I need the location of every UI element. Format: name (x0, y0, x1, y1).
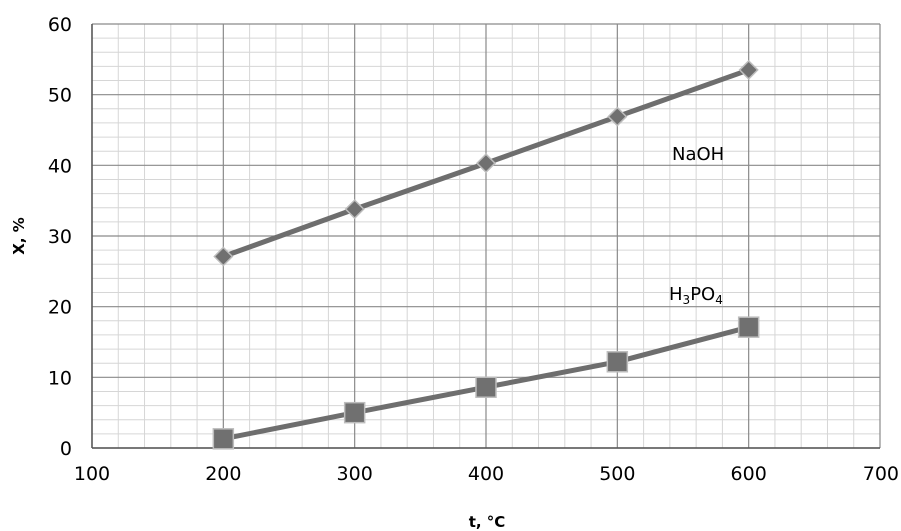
x-tick-label: 700 (863, 463, 899, 485)
data-point-diamond (475, 153, 497, 174)
y-tick-label: 0 (60, 438, 72, 460)
y-tick-label: 60 (48, 14, 72, 36)
y-axis-title: X, % (10, 217, 28, 255)
data-point-square (737, 316, 760, 338)
y-tick-label: 50 (48, 85, 72, 107)
data-point-diamond (738, 59, 759, 80)
series-label-naoh: NaOH (672, 144, 724, 165)
x-tick-label: 400 (468, 463, 504, 485)
x-axis-tick-labels: 100 200 300 400 500 600 700 (74, 463, 899, 485)
data-point-diamond (213, 246, 234, 267)
x-tick-label: 200 (205, 463, 241, 485)
series-label-h3po4-sub1: 3 (683, 293, 691, 307)
data-point-square (343, 401, 366, 424)
y-tick-label: 40 (48, 155, 72, 177)
x-tick-label: 100 (74, 463, 110, 485)
y-axis-tick-labels: 0 10 20 30 40 50 60 (48, 14, 72, 460)
x-tick-label: 500 (599, 463, 635, 485)
y-tick-label: 10 (48, 367, 72, 389)
data-point-square (212, 428, 235, 450)
y-tick-label: 30 (48, 226, 72, 248)
data-point-diamond (344, 199, 365, 220)
series-label-h3po4: H3PO4 (669, 284, 723, 307)
series-label-h3po4-h: H (669, 284, 683, 305)
data-point-diamond (607, 106, 628, 127)
data-point-square (475, 376, 497, 398)
series-label-h3po4-po: PO (690, 284, 715, 305)
series-label-h3po4-sub2: 4 (715, 293, 723, 307)
series-label-naoh-text: NaOH (672, 144, 724, 165)
data-point-square (606, 351, 629, 373)
y-tick-label: 20 (48, 297, 72, 319)
x-tick-label: 600 (731, 463, 767, 485)
x-tick-label: 300 (337, 463, 373, 485)
x-axis-title: t, °C (469, 513, 506, 531)
series-markers (212, 59, 760, 450)
